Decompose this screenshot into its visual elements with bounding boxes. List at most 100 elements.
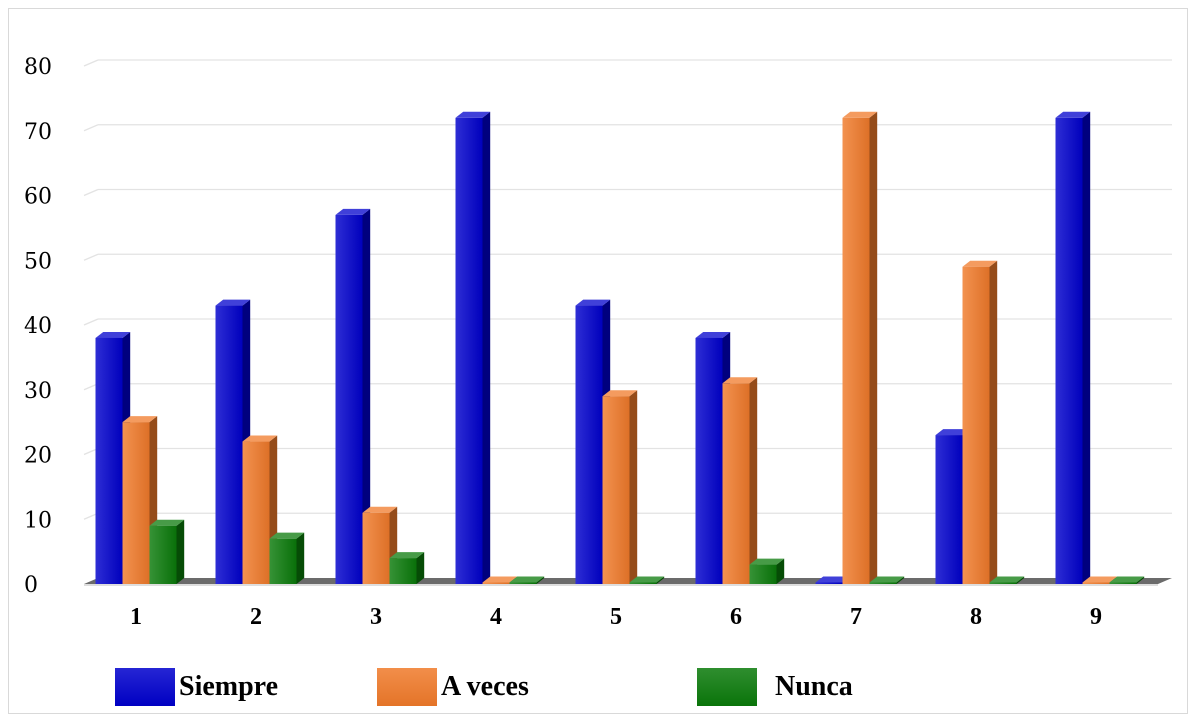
y-tick-label: 0 bbox=[24, 573, 38, 598]
bar-top bbox=[455, 111, 491, 118]
gridline-depth bbox=[83, 318, 99, 326]
bar-top bbox=[722, 377, 758, 384]
y-tick-label: 10 bbox=[24, 508, 52, 533]
x-tick-label: 9 bbox=[1090, 604, 1102, 630]
bar-a-veces-6 bbox=[722, 377, 758, 584]
bar-side bbox=[362, 208, 371, 585]
bar-front bbox=[215, 305, 243, 584]
bar-top bbox=[482, 576, 518, 583]
legend-item-a-veces: A veces bbox=[377, 668, 529, 706]
x-tick-label: 8 bbox=[970, 604, 982, 630]
bar-nunca-3 bbox=[389, 552, 425, 584]
bar-front bbox=[95, 337, 123, 584]
bar-nunca-6 bbox=[749, 558, 785, 584]
bar-side bbox=[776, 558, 785, 584]
bar-a-veces-1 bbox=[122, 416, 158, 584]
bar-front bbox=[149, 525, 177, 584]
y-tick-label: 80 bbox=[24, 55, 52, 80]
x-tick-label: 6 bbox=[730, 604, 742, 630]
gridline-depth bbox=[83, 59, 99, 67]
bar-siempre-3 bbox=[335, 208, 371, 585]
bar-top bbox=[869, 576, 905, 583]
bar-side bbox=[1016, 576, 1025, 584]
bar-side bbox=[416, 552, 425, 584]
bar-front bbox=[989, 582, 1017, 584]
gridline-depth bbox=[83, 253, 99, 261]
bar-top bbox=[362, 506, 398, 513]
bar-front bbox=[935, 435, 963, 584]
bar-nunca-1 bbox=[149, 519, 185, 584]
bar-front bbox=[815, 582, 843, 584]
bar-nunca-8 bbox=[989, 576, 1025, 584]
bar-top bbox=[602, 390, 638, 397]
gridline-depth bbox=[83, 188, 99, 197]
bar-side bbox=[482, 111, 491, 585]
bar-top bbox=[389, 552, 425, 559]
bar-top bbox=[335, 208, 371, 215]
bar-top bbox=[695, 331, 731, 338]
bar-top bbox=[215, 299, 251, 306]
y-tick-label: 40 bbox=[24, 314, 52, 339]
legend-label-a-veces: A veces bbox=[441, 671, 529, 702]
bar-top bbox=[989, 576, 1025, 583]
bar-nunca-4 bbox=[509, 576, 545, 584]
bar-nunca-2 bbox=[269, 532, 305, 584]
bar-front bbox=[869, 582, 897, 584]
bar-side bbox=[869, 111, 878, 585]
y-tick-label: 70 bbox=[24, 120, 52, 145]
bar-top bbox=[269, 532, 305, 539]
y-tick-label: 50 bbox=[24, 249, 52, 274]
bar-top bbox=[629, 576, 665, 583]
bar-front bbox=[335, 214, 363, 585]
bar-side bbox=[176, 519, 185, 584]
bar-top bbox=[935, 429, 971, 436]
bar-front bbox=[269, 538, 297, 584]
bar-a-veces-3 bbox=[362, 506, 398, 584]
bar-top bbox=[509, 576, 545, 583]
bar-top bbox=[149, 519, 185, 526]
bar-siempre-4 bbox=[455, 111, 491, 585]
legend-swatch-nunca bbox=[697, 668, 757, 706]
x-tick-label: 7 bbox=[850, 604, 862, 630]
bar-top bbox=[95, 331, 131, 338]
bar-front bbox=[695, 337, 723, 584]
legend-item-siempre: Siempre bbox=[115, 668, 278, 706]
bar-side bbox=[629, 390, 638, 584]
x-tick-label: 4 bbox=[490, 604, 502, 630]
bar-front bbox=[122, 422, 150, 584]
legend-item-nunca: Nunca bbox=[697, 668, 853, 706]
y-tick-label: 20 bbox=[24, 444, 52, 469]
bar-nunca-5 bbox=[629, 576, 665, 584]
bar-a-veces-5 bbox=[602, 390, 638, 584]
bar-a-veces-7 bbox=[842, 111, 878, 585]
bar-front bbox=[602, 396, 630, 584]
bar-top bbox=[842, 111, 878, 118]
bar-front bbox=[722, 383, 750, 584]
bar-top bbox=[1055, 111, 1091, 118]
bar-side bbox=[1082, 111, 1091, 585]
bar-a-veces-2 bbox=[242, 435, 278, 584]
y-tick-label: 30 bbox=[24, 379, 52, 404]
bar-top bbox=[962, 260, 998, 267]
legend-swatch-siempre bbox=[115, 668, 175, 706]
bar-top bbox=[122, 416, 158, 423]
bar-top bbox=[749, 558, 785, 565]
bar-side bbox=[896, 576, 905, 584]
bar-front bbox=[509, 582, 537, 584]
bar-front bbox=[389, 558, 417, 584]
bar-siempre-9 bbox=[1055, 111, 1091, 585]
bar-top bbox=[1082, 576, 1118, 583]
bar-front bbox=[629, 582, 657, 584]
bar-front bbox=[842, 117, 870, 585]
bar-side bbox=[1136, 576, 1145, 584]
x-tick-label: 2 bbox=[250, 604, 262, 630]
x-tick-label: 5 bbox=[610, 604, 622, 630]
bar-front bbox=[1082, 582, 1110, 584]
y-tick-label: 60 bbox=[24, 185, 52, 210]
gridline-depth bbox=[83, 124, 99, 132]
x-tick-label: 1 bbox=[130, 604, 142, 630]
bar-side bbox=[749, 377, 758, 584]
bar-top bbox=[242, 435, 278, 442]
bar-front bbox=[362, 512, 390, 584]
bar-nunca-7 bbox=[869, 576, 905, 584]
